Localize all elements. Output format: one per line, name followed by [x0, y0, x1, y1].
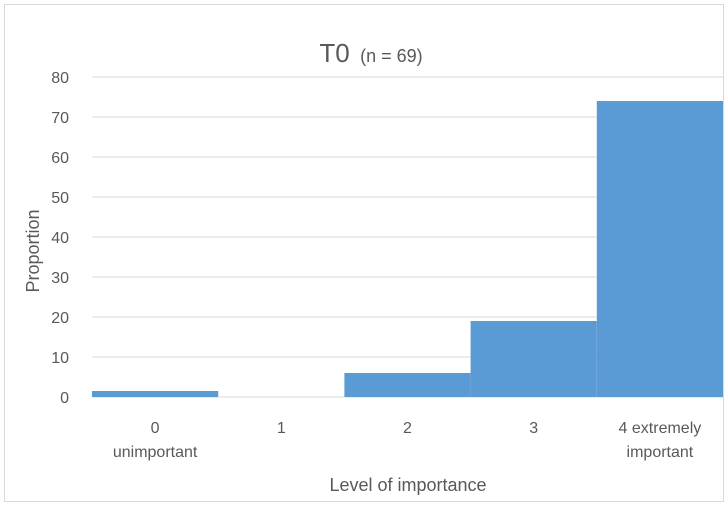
chart-title-main: T0	[319, 38, 349, 68]
bar-3	[470, 321, 597, 397]
y-axis-label: Proportion	[23, 209, 43, 292]
y-tick-labels: 0 10 20 30 40 50 60 70 80	[51, 70, 69, 407]
x-tick-label: 0	[151, 420, 160, 437]
y-tick-label: 50	[51, 190, 69, 207]
x-tick-label: 3	[529, 420, 538, 437]
bar-0	[92, 391, 219, 397]
chart-title: T0 (n = 69)	[319, 38, 422, 68]
x-tick-label: 2	[403, 420, 412, 437]
chart-title-subtitle: (n = 69)	[360, 46, 423, 66]
x-tick-label: 4 extremely	[619, 420, 702, 437]
y-tick-label: 70	[51, 110, 69, 127]
x-tick-label: unimportant	[113, 444, 198, 461]
x-axis-label: Level of importance	[329, 475, 486, 495]
bars	[92, 101, 723, 397]
y-tick-label: 0	[60, 390, 69, 407]
y-tick-label: 80	[51, 70, 69, 87]
y-tick-label: 40	[51, 230, 69, 247]
x-tick-labels: 0 unimportant 1 2 3 4 extremely important	[113, 420, 701, 461]
y-tick-label: 30	[51, 270, 69, 287]
bar-4	[596, 101, 723, 397]
y-tick-label: 10	[51, 350, 69, 367]
gridlines	[92, 76, 723, 398]
x-tick-label: important	[627, 444, 694, 461]
y-tick-label: 20	[51, 310, 69, 327]
bar-2	[344, 373, 471, 397]
chart-svg: T0 (n = 69) 0 10 20 30 40 50 60 70 80 0 unimporta…	[23, 38, 723, 495]
chart-frame: T0 (n = 69) 0 10 20 30 40 50 60 70 80 0 unimporta…	[4, 4, 724, 502]
y-tick-label: 60	[51, 150, 69, 167]
x-tick-label: 1	[277, 420, 286, 437]
